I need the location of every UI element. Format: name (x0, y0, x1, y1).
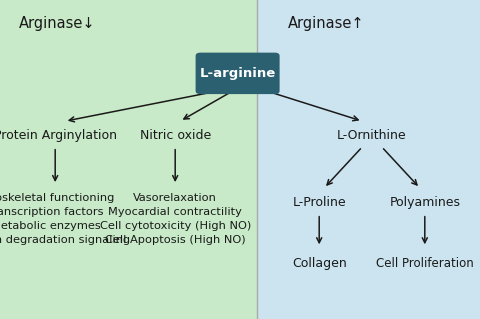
Text: Protein Arginylation: Protein Arginylation (0, 129, 117, 142)
Text: Polyamines: Polyamines (389, 196, 460, 209)
Text: Arginase↑: Arginase↑ (288, 16, 365, 31)
Text: Arginase↓: Arginase↓ (19, 16, 96, 31)
Text: Cell Proliferation: Cell Proliferation (376, 257, 474, 270)
Text: L-Ornithine: L-Ornithine (337, 129, 407, 142)
FancyBboxPatch shape (0, 0, 257, 319)
Text: Vasorelaxation
Myocardial contractility
Cell cytotoxicity (High NO)
Cell Apoptos: Vasorelaxation Myocardial contractility … (99, 193, 251, 245)
FancyBboxPatch shape (196, 53, 279, 94)
Text: Nitric oxide: Nitric oxide (140, 129, 211, 142)
FancyBboxPatch shape (257, 0, 480, 319)
Text: Collagen: Collagen (292, 257, 347, 270)
Text: L-Proline: L-Proline (292, 196, 346, 209)
Text: Cytoskeletal functioning
Transcription factors
Metabolic enzymes
Protein degrada: Cytoskeletal functioning Transcription f… (0, 193, 130, 245)
Text: L-arginine: L-arginine (200, 67, 276, 80)
